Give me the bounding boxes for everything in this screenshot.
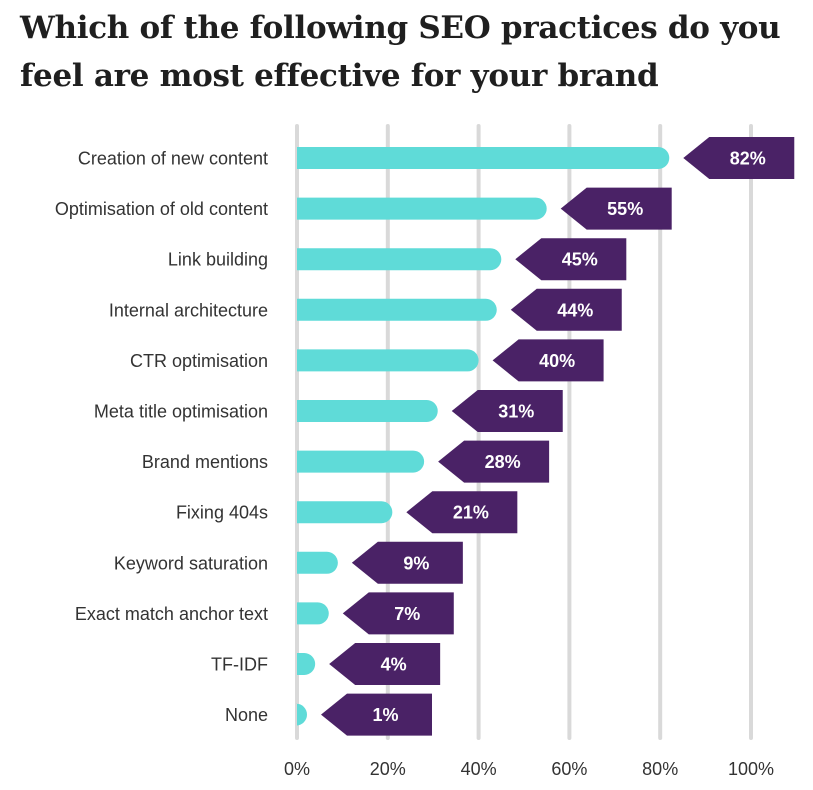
category-label: Creation of new content (78, 149, 268, 169)
bar (297, 551, 338, 574)
value-label: 4% (381, 655, 407, 675)
category-label: CTR optimisation (130, 351, 268, 371)
bar (297, 653, 316, 675)
bar (297, 349, 479, 372)
value-label: 1% (372, 705, 398, 725)
value-label: 40% (539, 351, 575, 371)
value-tag (342, 592, 454, 635)
value-label: 44% (557, 300, 593, 320)
value-tag (329, 643, 441, 685)
category-label: TF-IDF (211, 655, 268, 675)
category-label: Fixing 404s (176, 503, 268, 523)
category-labels: Creation of new content Optimisation of o… (55, 149, 268, 726)
bar (297, 197, 547, 220)
x-tick-label: 0% (284, 759, 310, 779)
value-label: 9% (403, 553, 429, 573)
category-label: Internal architecture (109, 300, 268, 320)
bar (297, 147, 670, 169)
x-tick-label: 100% (728, 759, 774, 779)
value-label: 82% (730, 149, 766, 169)
value-label: 55% (607, 199, 643, 219)
bar (297, 501, 393, 524)
category-label: Exact match anchor text (75, 604, 268, 624)
category-label: None (225, 705, 268, 725)
value-tag (515, 238, 627, 281)
value-labels: 82% 55% 45% 44% 40% 31% 28% 21% 9% 7% 4% 1% (321, 137, 795, 736)
bar (297, 450, 425, 473)
category-label: Brand mentions (142, 452, 268, 472)
value-label: 7% (394, 604, 420, 624)
value-tag (560, 187, 672, 230)
value-tag (492, 339, 604, 382)
category-label: Meta title optimisation (94, 402, 268, 422)
value-tag (438, 440, 550, 483)
value-label: 45% (562, 250, 598, 270)
bar (296, 703, 307, 726)
bar (297, 298, 497, 321)
value-tag (510, 288, 622, 331)
value-label: 21% (453, 503, 489, 523)
value-tag (683, 137, 795, 179)
category-label: Keyword saturation (114, 553, 268, 573)
category-label: Optimisation of old content (55, 199, 268, 219)
value-tag (406, 491, 518, 534)
value-tag (451, 390, 563, 432)
x-tick-label: 40% (461, 759, 497, 779)
category-label: Link building (168, 250, 268, 270)
x-tick-label: 60% (551, 759, 587, 779)
bar (297, 400, 438, 422)
x-tick-label: 80% (642, 759, 678, 779)
x-tick-label: 20% (370, 759, 406, 779)
value-label: 31% (498, 402, 534, 422)
x-axis-tick-labels: 0% 20% 40% 60% 80% 100% (284, 759, 774, 779)
value-tag (321, 693, 432, 736)
bar (297, 602, 329, 625)
value-label: 28% (485, 452, 521, 472)
bar (297, 248, 502, 271)
chart-title: Which of the following SEO practices do … (20, 10, 781, 94)
value-tag (351, 541, 463, 584)
bars (296, 147, 670, 726)
